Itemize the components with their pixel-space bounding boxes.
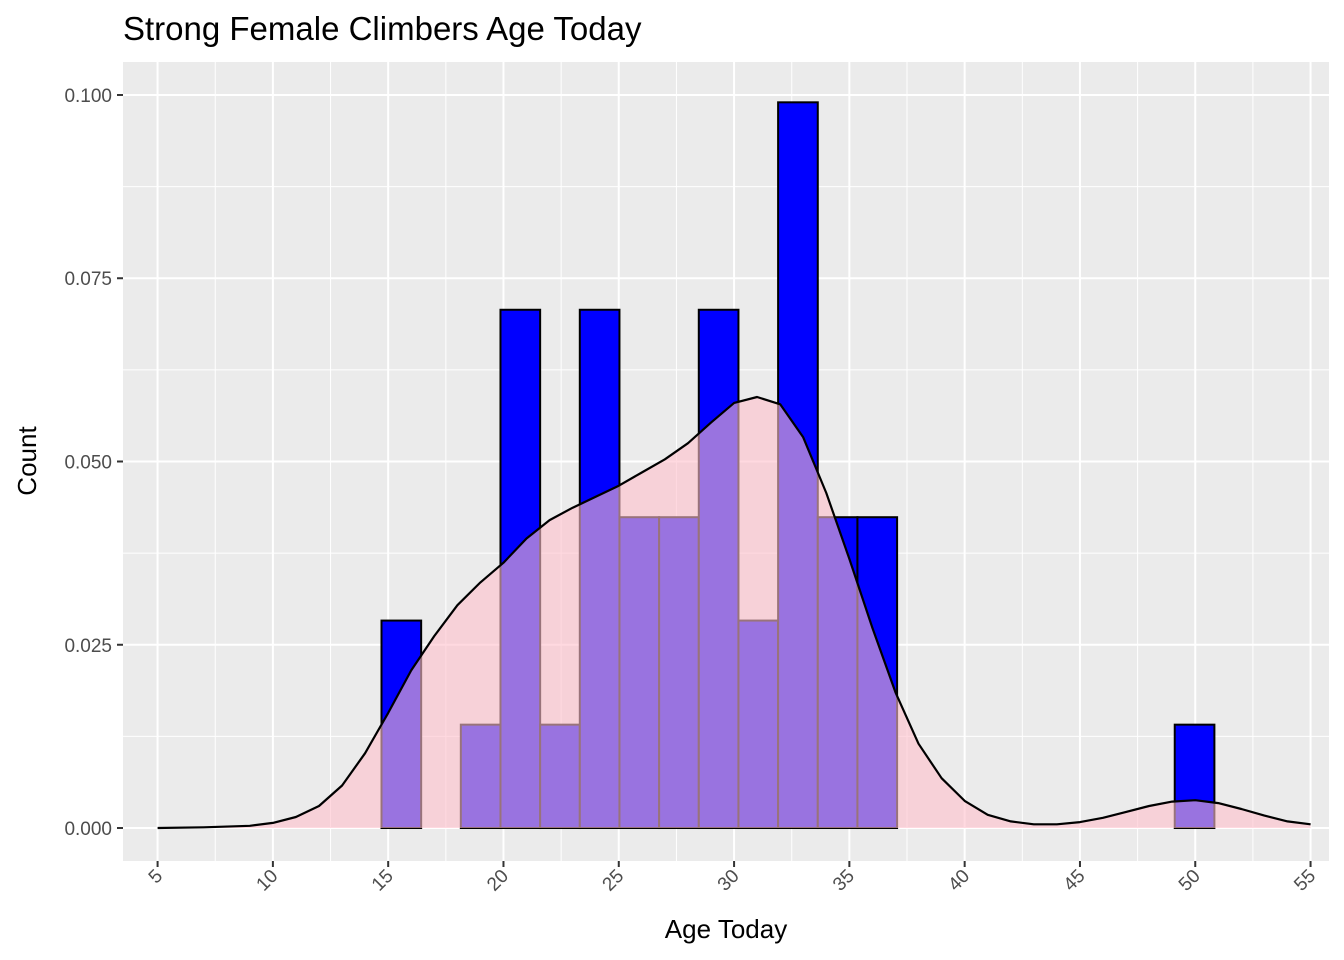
x-tick-label: 45 <box>1060 866 1090 896</box>
y-tick-label: 0.025 <box>64 636 112 657</box>
y-tick-label: 0.100 <box>64 86 112 107</box>
x-tick-label: 55 <box>1290 866 1320 896</box>
x-tick-label: 15 <box>368 866 398 896</box>
y-axis-title: Count <box>12 426 42 496</box>
density-layer <box>157 395 1311 830</box>
x-tick-label: 20 <box>483 866 513 896</box>
x-axis: 5 10 15 20 25 30 35 40 45 50 55 <box>145 861 1320 895</box>
y-tick-label: 0.075 <box>64 269 112 290</box>
density-curve <box>157 395 1311 830</box>
chart-title: Strong Female Climbers Age Today <box>123 10 642 47</box>
x-tick-label: 10 <box>253 866 283 896</box>
x-tick-label: 25 <box>599 866 629 896</box>
x-tick-label: 35 <box>829 866 859 896</box>
x-tick-label: 40 <box>944 866 974 896</box>
y-axis: 0.000 0.025 0.050 0.075 0.100 <box>64 86 123 840</box>
density-area <box>157 397 1311 828</box>
y-tick-label: 0.050 <box>64 453 112 474</box>
y-tick-label: 0.000 <box>64 819 112 840</box>
x-axis-title: Age Today <box>665 914 787 944</box>
x-tick-label: 30 <box>714 866 744 896</box>
x-tick-label: 5 <box>145 866 167 888</box>
x-tick-label: 50 <box>1175 866 1205 896</box>
